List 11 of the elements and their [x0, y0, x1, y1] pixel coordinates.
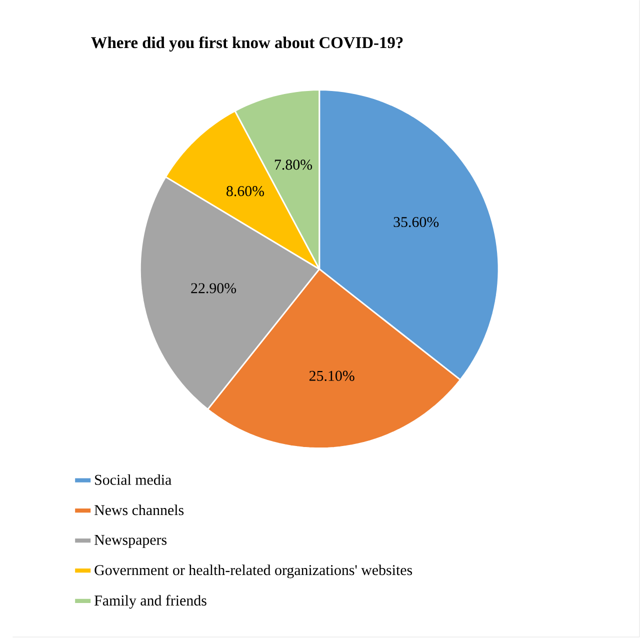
chart-title: Where did you first know about COVID-19? — [91, 36, 403, 52]
legend-label: Newspapers — [94, 535, 167, 548]
data-label: 35.60% — [394, 217, 439, 228]
data-label: 7.80% — [274, 160, 312, 170]
data-label: 8.60% — [226, 186, 264, 196]
legend-label: Family and friends — [94, 595, 206, 609]
data-label: 25.10% — [309, 371, 354, 382]
legend-label: News channels — [94, 504, 184, 516]
legend-label: Government or health-related organizations' websites — [94, 564, 412, 578]
legend-label: Social media — [95, 474, 172, 486]
data-label: 22.90% — [191, 283, 236, 294]
